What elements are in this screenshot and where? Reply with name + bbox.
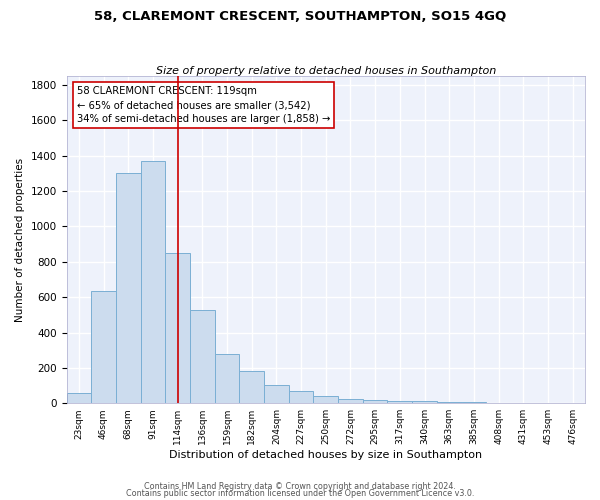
- Y-axis label: Number of detached properties: Number of detached properties: [15, 158, 25, 322]
- Bar: [412, 402, 437, 403]
- Bar: [461, 402, 486, 403]
- Bar: [190, 310, 215, 403]
- Bar: [215, 354, 239, 403]
- Bar: [388, 401, 412, 403]
- Bar: [486, 402, 511, 403]
- Title: Size of property relative to detached houses in Southampton: Size of property relative to detached ho…: [155, 66, 496, 76]
- Bar: [313, 396, 338, 403]
- Text: Contains HM Land Registry data © Crown copyright and database right 2024.: Contains HM Land Registry data © Crown c…: [144, 482, 456, 491]
- Bar: [264, 384, 289, 403]
- Bar: [289, 391, 313, 403]
- Text: Contains public sector information licensed under the Open Government Licence v3: Contains public sector information licen…: [126, 489, 474, 498]
- Text: 58 CLAREMONT CRESCENT: 119sqm
← 65% of detached houses are smaller (3,542)
34% o: 58 CLAREMONT CRESCENT: 119sqm ← 65% of d…: [77, 86, 330, 124]
- Bar: [91, 291, 116, 403]
- Bar: [363, 400, 388, 403]
- Bar: [338, 400, 363, 403]
- Bar: [67, 394, 91, 403]
- Bar: [165, 253, 190, 403]
- X-axis label: Distribution of detached houses by size in Southampton: Distribution of detached houses by size …: [169, 450, 482, 460]
- Bar: [140, 161, 165, 403]
- Bar: [116, 172, 140, 403]
- Text: 58, CLAREMONT CRESCENT, SOUTHAMPTON, SO15 4GQ: 58, CLAREMONT CRESCENT, SOUTHAMPTON, SO1…: [94, 10, 506, 23]
- Bar: [239, 370, 264, 403]
- Bar: [437, 402, 461, 403]
